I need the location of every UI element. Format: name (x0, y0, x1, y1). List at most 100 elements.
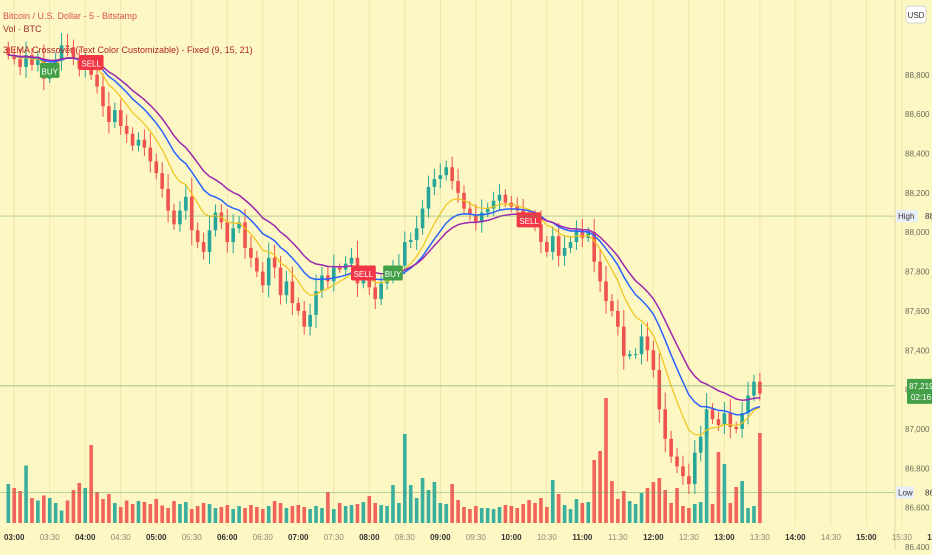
time-tick-label: 04:30 (111, 533, 132, 542)
volume-bar (284, 508, 289, 523)
time-tick-label: 06:30 (253, 533, 274, 542)
candle-body (468, 208, 472, 215)
candle-body (95, 74, 99, 87)
volume-bar (278, 503, 283, 523)
time-tick-label: 07:00 (288, 533, 309, 542)
volume-bar (681, 506, 685, 523)
candle-body (213, 212, 218, 231)
candle-body (231, 228, 235, 243)
candle-body (456, 181, 460, 193)
candle-body (420, 208, 425, 229)
candle-body (178, 210, 182, 225)
volume-bar (337, 503, 342, 523)
candle-body (704, 409, 709, 437)
volume-bar (349, 505, 354, 523)
candle-body (639, 336, 644, 355)
time-tick-label: 15:00 (856, 533, 877, 542)
candle-body (124, 125, 129, 134)
volume-legend[interactable]: Vol · BTC (3, 24, 42, 34)
candle-body (266, 257, 271, 286)
candle-body (651, 350, 656, 370)
sell-signal-label: SELL (519, 217, 539, 226)
volume-bar (272, 501, 277, 523)
candle-body (290, 281, 295, 304)
volume-bar (704, 429, 709, 523)
candle-body (610, 301, 614, 311)
volume-bar (142, 502, 147, 523)
candle-body (734, 427, 739, 429)
volume-bar (420, 478, 425, 523)
volume-bars (6, 398, 762, 523)
volume-bar (710, 504, 715, 523)
candle-body (616, 310, 620, 327)
candle-body (272, 257, 277, 268)
candle-body (752, 381, 756, 396)
time-tick-label: 06:00 (217, 533, 238, 542)
volume-bar (36, 500, 40, 523)
volume-bar (207, 504, 212, 523)
candle-body (18, 59, 22, 67)
volume-bar (533, 503, 537, 523)
candle-body (633, 354, 638, 356)
time-tick-label: 13:30 (750, 533, 771, 542)
low-badge (896, 486, 914, 499)
price-tick-label: 88,200 (905, 189, 930, 198)
volume-bar (627, 501, 632, 523)
indicator-legend[interactable]: 3 EMA Crossover (Text Color Customizable… (3, 45, 253, 55)
volume-bar (479, 508, 484, 523)
candle-body (172, 210, 176, 225)
candle-body (154, 161, 159, 174)
volume-bar (462, 507, 466, 523)
candle-body (160, 173, 164, 189)
candle-body (278, 267, 283, 296)
time-tick-label: 03:30 (40, 533, 61, 542)
volume-bar (255, 507, 259, 523)
candle-body (645, 336, 650, 351)
volume-bar (621, 491, 626, 523)
volume-bar (734, 487, 739, 523)
volume-bar (361, 502, 366, 523)
candle-body (485, 208, 490, 213)
volume-bar (663, 490, 667, 523)
volume-bar (172, 501, 176, 523)
candle-body (539, 224, 543, 243)
candle-body (675, 456, 679, 467)
candle-body (101, 86, 105, 107)
volume-bar (397, 503, 401, 523)
volume-bar (308, 509, 312, 523)
volume-bar (485, 508, 490, 523)
candle-body (687, 476, 691, 485)
axes: 88,800 88,600 88,400 88,200 88,000 87,800 87,6… (4, 0, 932, 552)
candle-body (296, 303, 301, 311)
low-value: 86,677 (925, 489, 932, 498)
candle-body (201, 242, 206, 252)
volume-bar (550, 480, 555, 523)
candle-body (438, 175, 443, 180)
buy-signal-box (383, 265, 403, 281)
chart-title[interactable]: Bitcoin / U.S. Dollar - 5 - Bitstamp (3, 11, 138, 21)
volume-bar (716, 452, 721, 523)
candle-body (710, 409, 715, 420)
candle-body (497, 194, 502, 201)
volume-bar (645, 488, 650, 523)
volume-bar (515, 508, 520, 523)
volume-bar (249, 505, 253, 523)
candle-body (746, 395, 750, 414)
volume-bar (539, 498, 543, 523)
volume-bar (391, 485, 395, 523)
candle-body (207, 230, 212, 252)
candle-body (349, 257, 354, 264)
volume-bar (746, 508, 750, 523)
volume-bar (107, 494, 111, 523)
candle-body (657, 369, 662, 410)
volume-bar (47, 498, 52, 523)
candle-body (166, 188, 170, 211)
volume-bar (562, 505, 567, 523)
volume-bar (136, 501, 141, 523)
volume-bar (752, 506, 756, 523)
volume-bar (698, 502, 703, 523)
volume-bar (574, 499, 579, 523)
